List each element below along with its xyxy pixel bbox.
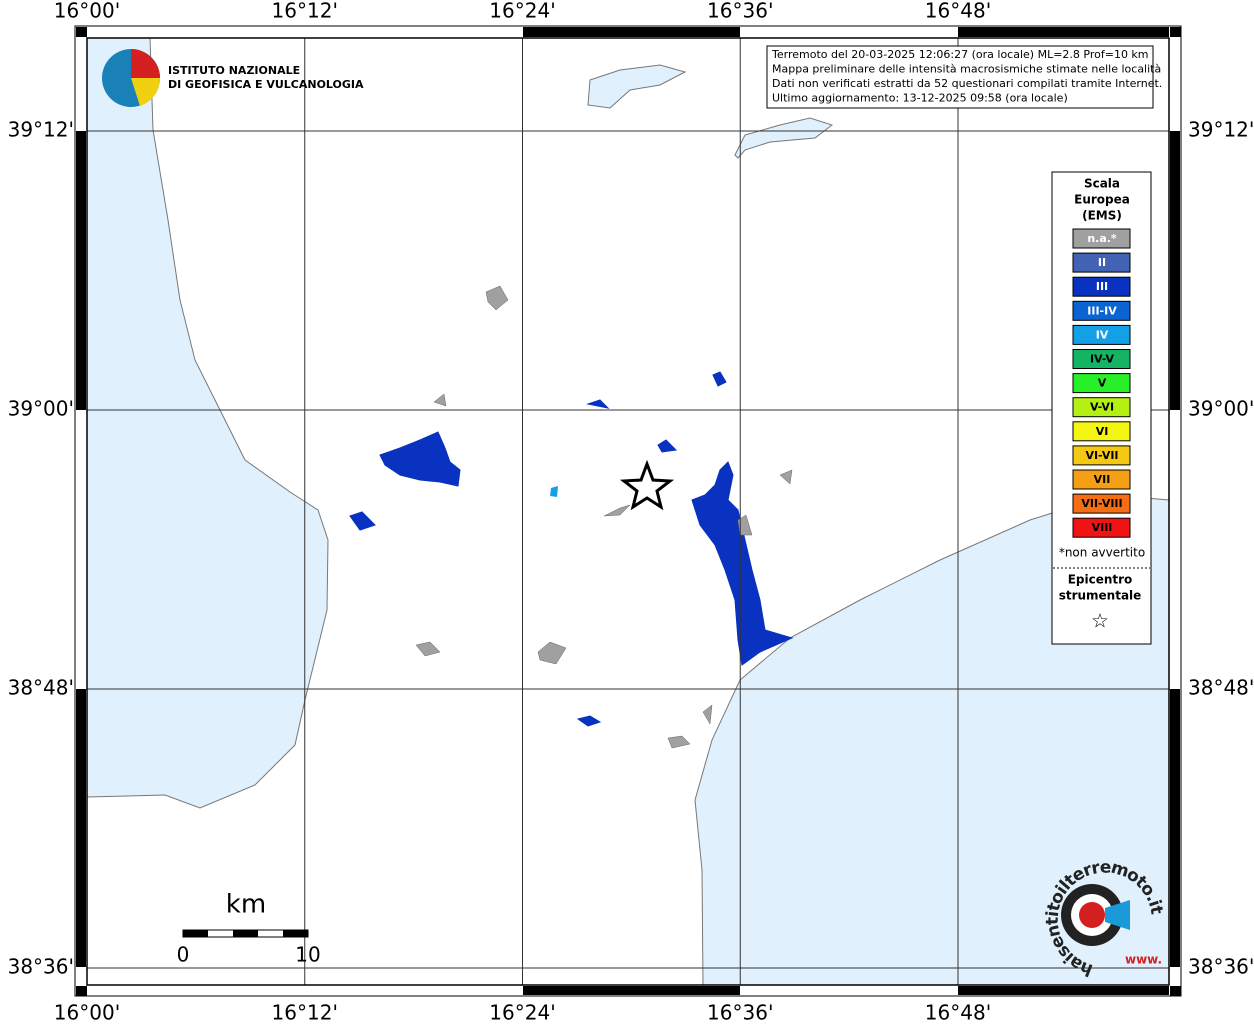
institute-line: DI GEOFISICA E VULCANOLOGIA xyxy=(168,78,364,91)
legend-label: VIII xyxy=(1092,521,1113,534)
frame-corner xyxy=(1170,986,1181,996)
na-areas xyxy=(415,285,793,749)
lake xyxy=(587,64,687,109)
legend-swatch xyxy=(1072,228,1131,249)
frame xyxy=(74,25,1182,997)
lon-label: 16°36' xyxy=(707,0,773,23)
scale-bar: km 0 10 xyxy=(177,890,321,967)
scale-unit: km xyxy=(226,890,266,920)
legend-swatch xyxy=(1072,276,1131,297)
legend-swatch xyxy=(1072,493,1131,514)
frame-seg xyxy=(523,986,740,995)
intensity-areas xyxy=(349,371,794,727)
legend-label: n.a.* xyxy=(1087,232,1117,245)
legend-label: II xyxy=(1098,256,1106,269)
info-line: Mappa preliminare delle intensità macros… xyxy=(772,63,1161,76)
epicenter xyxy=(619,459,675,511)
legend-label: VII xyxy=(1094,473,1111,486)
lat-label: 38°48' xyxy=(1188,676,1254,700)
legend-label: IV-V xyxy=(1090,353,1115,366)
legend-title: Europea xyxy=(1074,193,1130,207)
legend-label: V xyxy=(1098,377,1107,390)
scale-tick: 0 xyxy=(177,943,190,967)
lon-label: 16°36' xyxy=(707,1001,773,1024)
graticule xyxy=(87,38,1169,985)
frame-seg xyxy=(958,27,1169,37)
logo-slice xyxy=(131,49,160,78)
legend-swatch xyxy=(1072,421,1131,442)
legend-swatch xyxy=(1072,252,1131,273)
frame-seg xyxy=(87,986,305,995)
info-box xyxy=(766,45,1154,109)
legend-title: (EMS) xyxy=(1082,209,1122,223)
lat-label: 38°48' xyxy=(8,676,74,700)
info-line: Terremoto del 20-03-2025 12:06:27 (ora l… xyxy=(771,48,1149,61)
lat-label: 38°36' xyxy=(1188,955,1254,979)
frame-seg xyxy=(523,27,740,37)
lon-label: 16°24' xyxy=(489,0,555,23)
frame-seg xyxy=(1170,689,1180,967)
scale-seg xyxy=(183,930,208,937)
legend-symbol: ☆ xyxy=(1091,609,1109,633)
legend-swatch xyxy=(1072,300,1131,321)
scale-tick: 10 xyxy=(295,943,320,967)
lon-label: 16°24' xyxy=(489,1001,555,1024)
legend-note: *non avvertito xyxy=(1059,546,1145,560)
frame-seg xyxy=(958,986,1169,995)
brand-target xyxy=(1079,902,1105,928)
lat-label: 39°00' xyxy=(1188,397,1254,421)
scale-seg xyxy=(233,930,258,937)
frame-seg xyxy=(1170,131,1180,410)
legend-swatch xyxy=(1072,324,1131,345)
brand-horn xyxy=(1105,900,1130,930)
legend-label: VI-VII xyxy=(1085,449,1118,462)
lat-label: 38°36' xyxy=(8,955,74,979)
lon-label: 16°12' xyxy=(272,0,338,23)
info-line: Dati non verificati estratti da 52 quest… xyxy=(772,77,1162,90)
legend-swatch xyxy=(1072,397,1131,418)
lon-label: 16°00' xyxy=(54,1001,120,1024)
lat-label: 39°12' xyxy=(8,118,74,142)
legend-label: VI xyxy=(1096,425,1109,438)
legend-swatch xyxy=(1072,349,1131,369)
legend-label: VII-VIII xyxy=(1081,497,1122,510)
legend-swatch xyxy=(1072,373,1131,394)
legend-epicenter: strumentale xyxy=(1059,589,1142,603)
frame-outer xyxy=(74,25,1182,997)
frame-seg xyxy=(76,131,86,410)
frame-seg xyxy=(87,27,305,37)
inner-frame xyxy=(86,37,1170,986)
legend-swatch xyxy=(1072,469,1131,490)
logo-slice xyxy=(131,78,161,106)
intensity-area xyxy=(550,486,558,497)
frame-seg xyxy=(76,689,86,967)
institute-line: ISTITUTO NAZIONALE xyxy=(168,64,300,77)
frame-corner xyxy=(76,986,87,996)
legend-epicenter: Epicentro xyxy=(1068,573,1133,587)
sea-west xyxy=(86,37,329,809)
legend-label: III xyxy=(1096,280,1108,293)
brand-www: www. xyxy=(1125,953,1162,967)
legend-label: IV xyxy=(1096,328,1109,341)
legend-swatch xyxy=(1072,445,1131,466)
lon-label: 16°48' xyxy=(925,0,991,23)
lon-label: 16°48' xyxy=(925,1001,991,1024)
lat-label: 39°12' xyxy=(1188,118,1254,142)
info-line: Ultimo aggiornamento: 13-12-2025 09:58 (… xyxy=(772,92,1068,105)
frame-corner xyxy=(76,27,87,37)
legend-title: Scala xyxy=(1084,177,1120,191)
scale-seg xyxy=(283,930,308,937)
legend-label: V-VI xyxy=(1090,401,1114,414)
frame-corner xyxy=(1170,27,1181,37)
lat-label: 39°00' xyxy=(8,397,74,421)
ingv-logo: ISTITUTO NAZIONALE DI GEOFISICA E VULCAN… xyxy=(102,49,364,107)
lon-label: 16°00' xyxy=(54,0,120,23)
legend-swatch xyxy=(1072,517,1131,538)
legend-label: III-IV xyxy=(1087,304,1117,317)
lon-label: 16°12' xyxy=(272,1001,338,1024)
